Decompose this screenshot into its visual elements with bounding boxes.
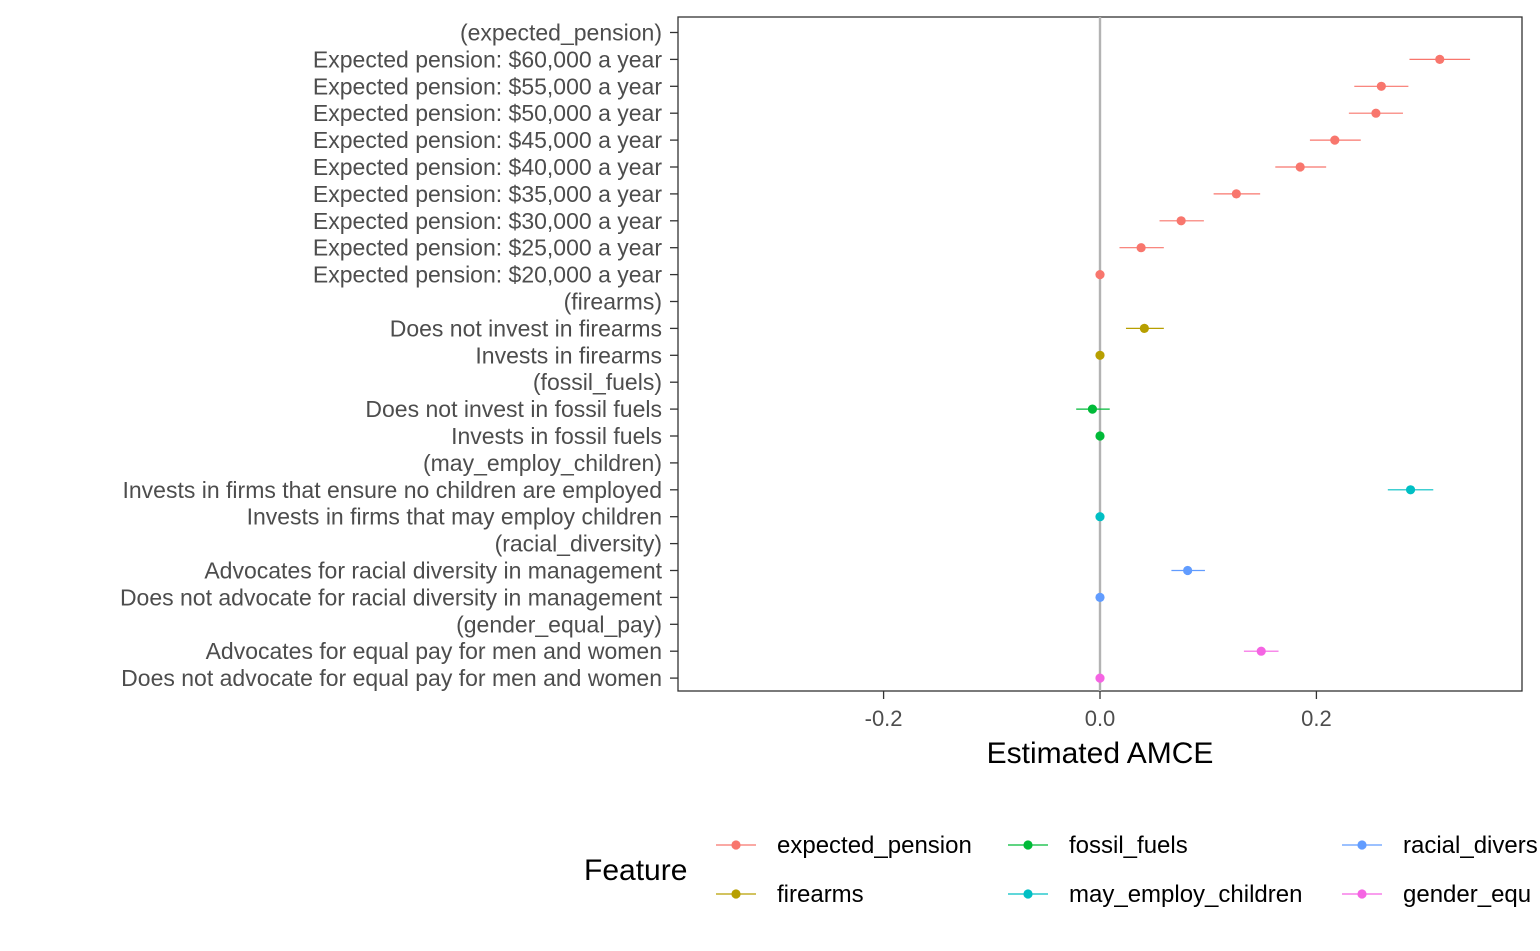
legend-label: may_employ_children: [1069, 881, 1302, 908]
y-label: Expected pension: $30,000 a year: [313, 208, 662, 234]
y-label: Does not invest in firearms: [390, 315, 662, 341]
estimate-point: [1371, 108, 1381, 118]
estimate-point: [1376, 81, 1386, 91]
y-label: Does not invest in fossil fuels: [365, 396, 662, 422]
legend-label: gender_equ: [1403, 881, 1531, 908]
legend-key-point: [1023, 840, 1033, 850]
legend-label: racial_divers: [1403, 832, 1538, 859]
legend-key-point: [731, 889, 741, 899]
y-label: Invests in fossil fuels: [451, 423, 662, 449]
estimate-point: [1176, 216, 1186, 226]
estimate-point: [1095, 350, 1105, 360]
estimate-point: [1435, 54, 1445, 64]
y-label: Does not advocate for equal pay for men …: [121, 665, 662, 691]
x-tick-label: -0.2: [865, 706, 903, 731]
legend-title: Feature: [584, 854, 687, 887]
x-tick-label: 0.2: [1301, 706, 1332, 731]
y-label: Expected pension: $40,000 a year: [313, 154, 662, 180]
y-label: Expected pension: $25,000 a year: [313, 235, 662, 261]
y-label: Expected pension: $45,000 a year: [313, 127, 662, 153]
estimate-point: [1183, 565, 1193, 576]
estimate-point: [1405, 485, 1416, 495]
estimate-point: [1087, 404, 1098, 414]
y-axis-labels: (expected_pension)Expected pension: $60,…: [120, 20, 663, 692]
x-axis: -0.2 0.0 0.2: [865, 691, 1332, 731]
estimate-point: [1139, 323, 1149, 333]
y-label: Expected pension: $60,000 a year: [313, 46, 662, 72]
y-label: Invests in firms that ensure no children…: [123, 477, 663, 503]
y-label: (firearms): [564, 289, 662, 315]
estimate-point: [1095, 512, 1105, 522]
legend-label: fossil_fuels: [1069, 832, 1188, 859]
y-label: Does not advocate for racial diversity i…: [120, 584, 663, 610]
legend-key-point: [731, 840, 741, 850]
estimate-point: [1095, 673, 1105, 683]
y-label: Invests in firms that may employ childre…: [247, 504, 662, 530]
estimate-marks: [1076, 54, 1471, 683]
y-label: Advocates for equal pay for men and wome…: [206, 638, 662, 664]
y-label: (may_employ_children): [423, 450, 662, 476]
legend-key-point: [1357, 889, 1367, 899]
estimate-point: [1231, 189, 1241, 199]
legend: Feature expected_pension firearms fossil_f…: [584, 832, 1538, 908]
y-label: Expected pension: $35,000 a year: [313, 181, 662, 207]
estimate-point: [1095, 270, 1105, 280]
y-label: (racial_diversity): [495, 531, 662, 557]
legend-key-point: [1357, 840, 1367, 850]
estimate-point: [1136, 243, 1146, 253]
y-label: Advocates for racial diversity in manage…: [204, 558, 662, 584]
legend-label: expected_pension: [777, 832, 972, 859]
y-label: Expected pension: $20,000 a year: [313, 262, 662, 288]
y-label: (gender_equal_pay): [456, 611, 662, 637]
estimate-point: [1095, 431, 1105, 441]
legend-label: firearms: [777, 881, 864, 908]
estimate-point: [1330, 135, 1340, 145]
y-label: Invests in firearms: [475, 342, 662, 368]
estimate-point: [1095, 592, 1105, 603]
x-tick-label: 0.0: [1085, 706, 1116, 731]
estimate-point: [1295, 162, 1305, 172]
estimate-point: [1256, 646, 1266, 656]
y-label: Expected pension: $50,000 a year: [313, 100, 662, 126]
y-label: Expected pension: $55,000 a year: [313, 73, 662, 99]
y-label: (expected_pension): [460, 20, 662, 46]
x-axis-title: Estimated AMCE: [987, 737, 1214, 770]
legend-key-point: [1023, 889, 1033, 899]
y-axis-ticks: [670, 31, 678, 679]
y-label: (fossil_fuels): [533, 369, 662, 395]
